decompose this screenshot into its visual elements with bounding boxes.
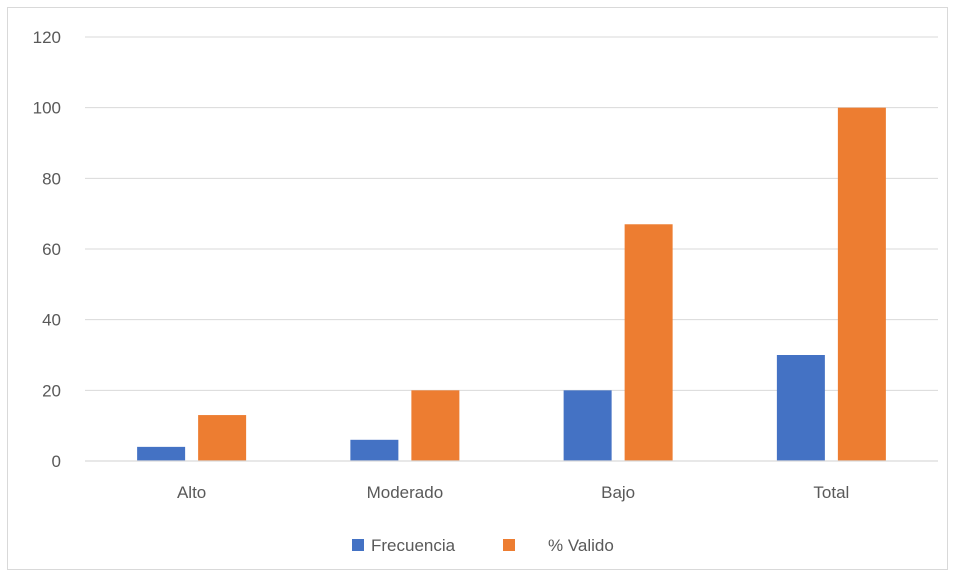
y-tick-label: 120 [33,28,61,47]
y-tick-label: 0 [52,452,61,471]
legend-label: Frecuencia [371,536,456,555]
bar--valido-bajo [624,224,673,461]
x-category-label: Alto [177,483,206,502]
x-axis: Alto Moderado Bajo Total [85,460,938,502]
y-axis-tick-labels: 0 20 40 60 80 100 120 [33,28,61,471]
legend-label: % Valido [548,536,614,555]
legend-swatch [503,539,515,551]
y-tick-label: 100 [33,99,61,118]
bars [137,107,886,462]
bar-frecuencia-total [776,355,825,461]
bar--valido-total [837,107,886,462]
bar--valido-alto [198,415,247,461]
y-tick-label: 80 [42,169,61,188]
y-tick-label: 40 [42,311,61,330]
bar--valido-moderado [411,390,460,461]
y-tick-label: 20 [42,381,61,400]
bar-frecuencia-alto [137,446,186,461]
y-tick-label: 60 [42,240,61,259]
legend-swatch [352,539,364,551]
gridlines [85,36,938,391]
chart-frame [7,7,948,570]
bar-frecuencia-moderado [350,439,399,461]
legend: Frecuencia % Valido [352,536,614,555]
x-category-label: Total [813,483,849,502]
bar-frecuencia-bajo [563,390,612,461]
x-category-label: Bajo [601,483,635,502]
x-category-label: Moderado [367,483,444,502]
